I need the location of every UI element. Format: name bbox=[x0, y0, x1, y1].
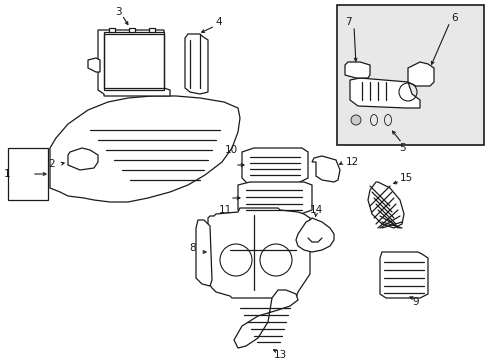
Polygon shape bbox=[50, 96, 240, 202]
Polygon shape bbox=[379, 252, 427, 298]
Polygon shape bbox=[407, 62, 433, 86]
Polygon shape bbox=[129, 28, 135, 32]
Text: 8: 8 bbox=[189, 243, 196, 253]
Text: 7: 7 bbox=[344, 17, 350, 27]
Text: 11: 11 bbox=[218, 205, 231, 215]
Text: 3: 3 bbox=[115, 7, 121, 17]
Polygon shape bbox=[367, 182, 403, 228]
Polygon shape bbox=[8, 148, 48, 200]
Polygon shape bbox=[242, 148, 307, 184]
Polygon shape bbox=[238, 182, 311, 215]
Text: 15: 15 bbox=[399, 173, 412, 183]
Text: 10: 10 bbox=[224, 145, 238, 155]
Text: 13: 13 bbox=[273, 350, 286, 360]
Circle shape bbox=[350, 115, 360, 125]
Text: 14: 14 bbox=[309, 205, 322, 215]
Polygon shape bbox=[104, 32, 163, 90]
Bar bbox=[336, 5, 483, 145]
Polygon shape bbox=[184, 34, 207, 94]
Polygon shape bbox=[98, 30, 170, 96]
Text: 1: 1 bbox=[4, 169, 11, 179]
Polygon shape bbox=[149, 28, 155, 32]
Text: 4: 4 bbox=[215, 17, 221, 27]
Polygon shape bbox=[311, 156, 339, 182]
Text: 12: 12 bbox=[346, 157, 359, 167]
Polygon shape bbox=[349, 78, 419, 108]
Polygon shape bbox=[234, 290, 297, 348]
Polygon shape bbox=[88, 58, 100, 72]
Text: 9: 9 bbox=[412, 297, 418, 307]
Polygon shape bbox=[207, 208, 309, 298]
Polygon shape bbox=[109, 28, 115, 32]
Polygon shape bbox=[196, 220, 212, 286]
Polygon shape bbox=[295, 218, 333, 252]
Text: 2: 2 bbox=[48, 159, 55, 169]
Text: 6: 6 bbox=[451, 13, 457, 23]
Polygon shape bbox=[68, 148, 98, 170]
Polygon shape bbox=[345, 62, 369, 78]
Text: 5: 5 bbox=[398, 143, 405, 153]
